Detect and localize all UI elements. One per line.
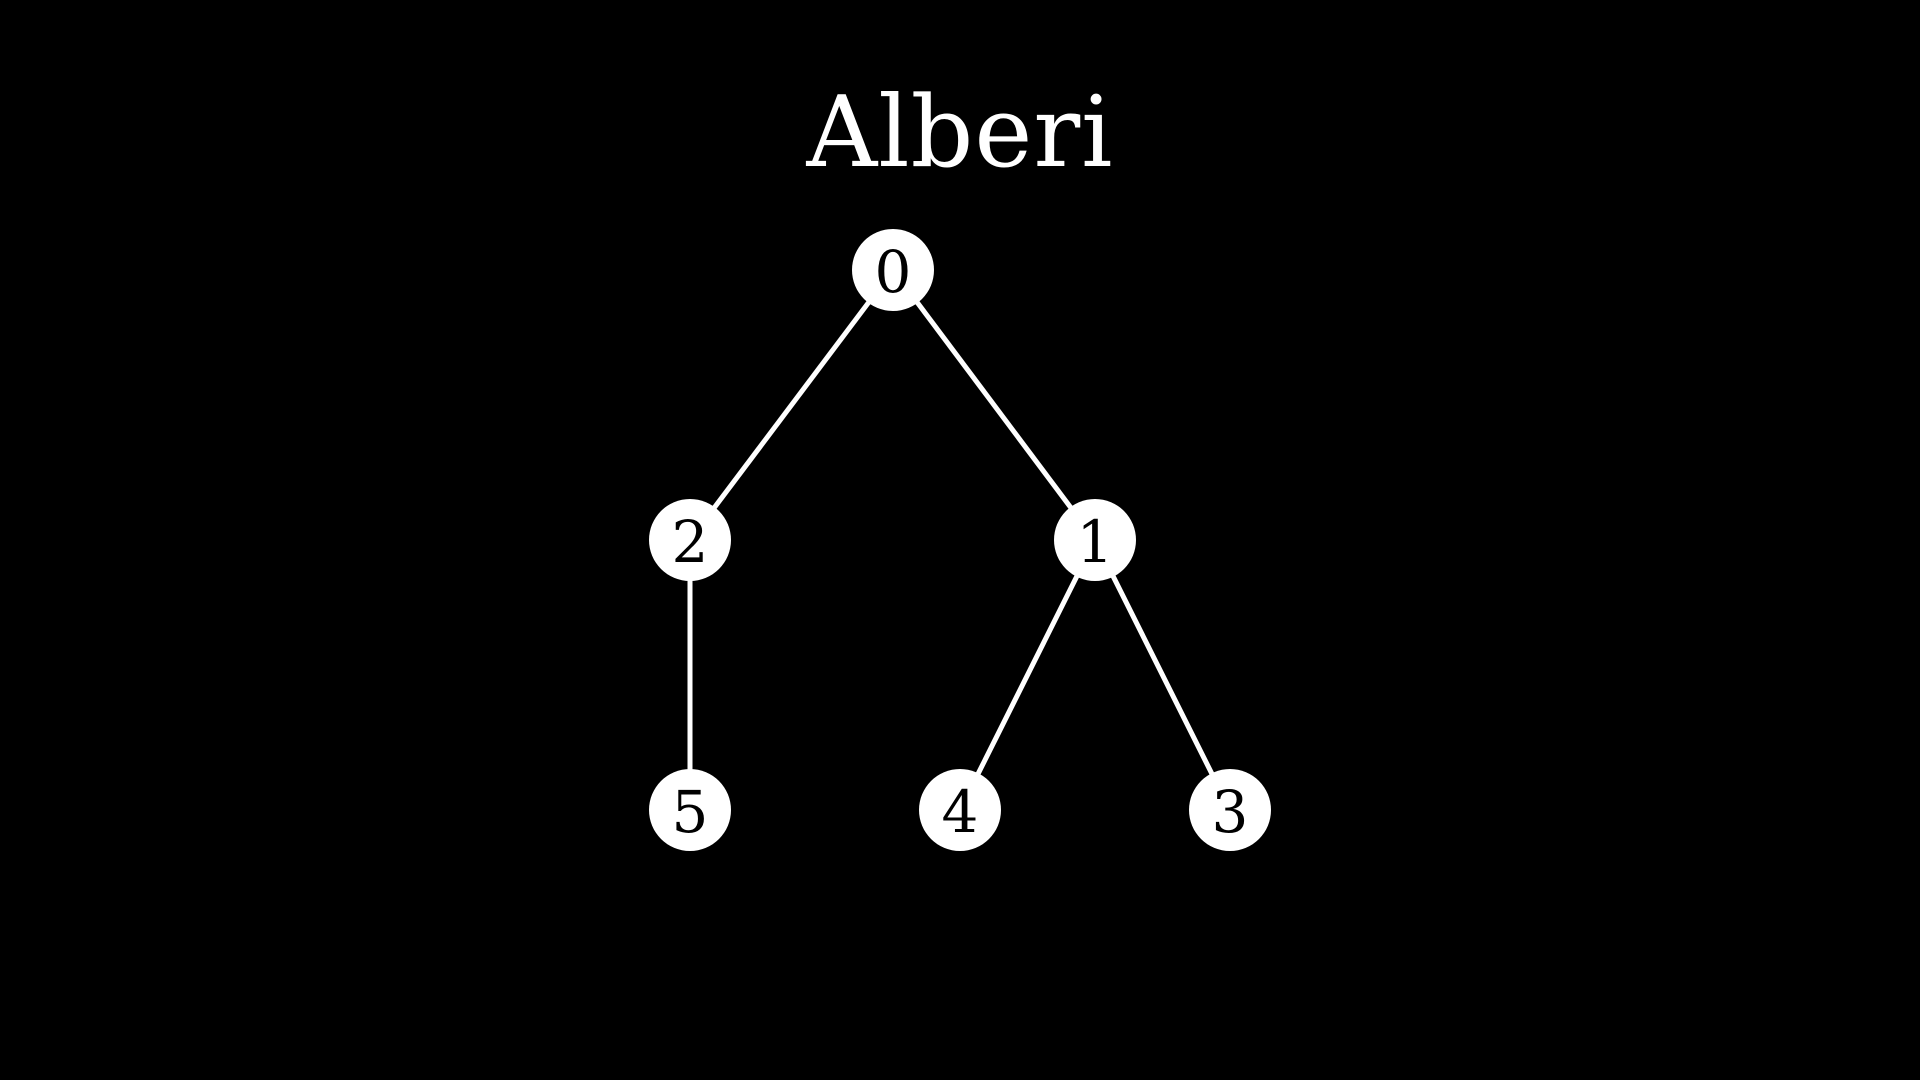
node-label: 2: [672, 508, 709, 576]
node-circle: [919, 769, 1001, 851]
edge-0-1: [890, 268, 1098, 542]
node-circle: [649, 769, 731, 851]
node-circle: [649, 499, 731, 581]
node-label: 5: [672, 778, 709, 846]
node-label: 4: [942, 778, 979, 846]
node-circle: [1054, 499, 1136, 581]
edge-0-2: [688, 268, 895, 542]
tree-node-3: 3: [1189, 769, 1271, 851]
tree-node-1: 1: [1054, 499, 1136, 581]
tree-node-5: 5: [649, 769, 731, 851]
node-circle: [852, 229, 934, 311]
tree-node-4: 4: [919, 769, 1001, 851]
node-label: 0: [875, 238, 912, 306]
tree-node-0: 0: [852, 229, 934, 311]
edge-1-4: [957, 538, 1098, 812]
page-title: Alberi: [806, 76, 1114, 190]
node-label: 3: [1212, 778, 1249, 846]
edges-layer: [687, 268, 1233, 812]
node-label: 1: [1077, 508, 1114, 576]
tree-node-2: 2: [649, 499, 731, 581]
nodes-layer: 0 2 1 5 4 3: [649, 229, 1271, 851]
edge-1-3: [1092, 538, 1233, 812]
node-circle: [1189, 769, 1271, 851]
